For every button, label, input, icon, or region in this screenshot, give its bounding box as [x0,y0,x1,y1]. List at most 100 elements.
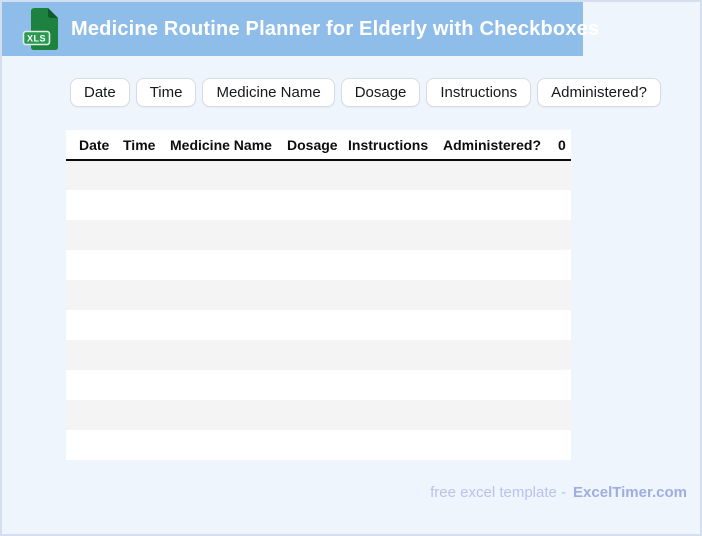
column-header-medicine-name: Medicine Name [170,130,287,161]
empty-cell [123,370,170,400]
empty-cell [558,160,571,190]
column-header-time: Time [123,130,170,161]
empty-cell [287,310,348,340]
empty-cell [443,160,558,190]
empty-cell [348,250,443,280]
empty-cell [170,310,287,340]
empty-cell [66,160,123,190]
empty-cell [443,280,558,310]
table-row [66,190,571,220]
table-header: Date Time Medicine Name Dosage Instructi… [66,130,571,161]
empty-cell [123,220,170,250]
empty-cell [66,220,123,250]
empty-cell [123,400,170,430]
table-row [66,340,571,370]
empty-cell [558,190,571,220]
empty-cell [170,430,287,460]
empty-cell [443,430,558,460]
empty-cell [123,310,170,340]
table-row [66,280,571,310]
empty-cell [287,160,348,190]
table-row [66,370,571,400]
xls-badge-label: XLS [27,34,46,44]
empty-cell [348,190,443,220]
empty-cell [443,340,558,370]
chip-medicine-name[interactable]: Medicine Name [202,78,335,107]
column-header-date: Date [66,130,123,161]
empty-cell [66,250,123,280]
empty-cell [66,310,123,340]
table-row [66,160,571,190]
table-row [66,310,571,340]
empty-cell [348,220,443,250]
empty-cell [558,430,571,460]
empty-cell [558,400,571,430]
empty-cell [558,280,571,310]
empty-cell [170,370,287,400]
empty-cell [443,400,558,430]
empty-cell [558,250,571,280]
empty-cell [123,160,170,190]
empty-cell [443,220,558,250]
empty-cell [287,220,348,250]
chip-dosage[interactable]: Dosage [340,78,421,107]
empty-cell [66,190,123,220]
planner-table: Date Time Medicine Name Dosage Instructi… [66,130,571,460]
empty-cell [348,430,443,460]
table-header-row: Date Time Medicine Name Dosage Instructi… [66,130,571,161]
empty-cell [170,190,287,220]
table-body [66,160,571,460]
empty-cell [348,400,443,430]
empty-cell [443,310,558,340]
empty-cell [170,340,287,370]
empty-cell [287,250,348,280]
empty-cell [287,190,348,220]
empty-cell [123,250,170,280]
empty-cell [443,190,558,220]
empty-cell [558,340,571,370]
empty-cell [348,310,443,340]
empty-cell [287,370,348,400]
chip-time[interactable]: Time [135,78,197,107]
empty-cell [287,430,348,460]
empty-cell [170,280,287,310]
footer-text: free excel template - [430,484,567,501]
empty-cell [66,400,123,430]
empty-cell [348,370,443,400]
header-bar: XLS Medicine Routine Planner for Elderly… [2,2,599,56]
empty-cell [558,220,571,250]
page-title: Medicine Routine Planner for Elderly wit… [71,17,600,40]
chip-administered[interactable]: Administered? [537,78,661,107]
table-row [66,400,571,430]
column-header-dosage: Dosage [287,130,348,161]
footer: free excel template - ExcelTimer.com [430,484,687,501]
column-header-administered: Administered? [443,130,558,161]
empty-cell [66,430,123,460]
empty-cell [558,310,571,340]
empty-cell [348,280,443,310]
footer-brand-link[interactable]: ExcelTimer.com [573,484,687,501]
column-chips-row: Date Time Medicine Name Dosage Instructi… [70,78,700,107]
empty-cell [123,340,170,370]
empty-cell [123,430,170,460]
empty-cell [443,370,558,400]
empty-cell [348,160,443,190]
chip-instructions[interactable]: Instructions [426,78,532,107]
empty-cell [348,340,443,370]
xls-file-icon: XLS [22,8,58,50]
empty-cell [287,400,348,430]
table-row [66,430,571,460]
empty-cell [170,220,287,250]
chip-date[interactable]: Date [70,78,130,107]
empty-cell [558,370,571,400]
empty-cell [287,340,348,370]
empty-cell [123,190,170,220]
table-row [66,250,571,280]
empty-cell [123,280,170,310]
empty-cell [66,370,123,400]
column-header-instructions: Instructions [348,130,443,161]
empty-cell [287,280,348,310]
empty-cell [170,400,287,430]
empty-cell [66,340,123,370]
